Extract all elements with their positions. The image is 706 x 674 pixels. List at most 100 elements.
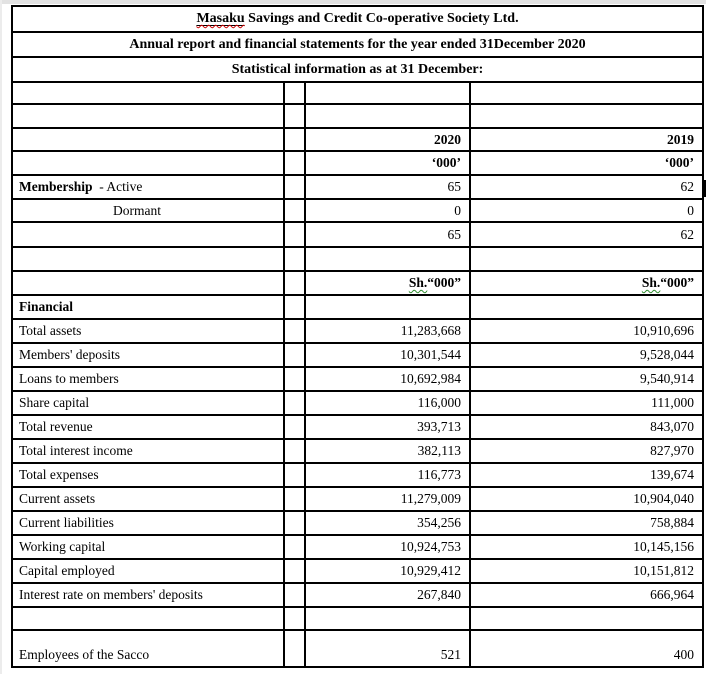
empty-cell <box>283 414 306 440</box>
empty-cell <box>11 606 285 631</box>
table-row: Employees of the Sacco 521 400 <box>11 629 705 668</box>
table-row: Working capital 10,924,753 10,145,156 <box>11 534 705 560</box>
value-2020: 10,929,412 <box>304 558 471 584</box>
currency-header-2020: Sh.“000” <box>304 270 471 296</box>
value-2019: 0 <box>468 198 705 223</box>
row-label-employees: Employees of the Sacco <box>11 629 285 668</box>
value-2019: 843,070 <box>468 414 705 440</box>
empty-cell <box>304 294 471 320</box>
units-header-2019: ‘000’ <box>468 150 705 176</box>
empty-cell <box>283 294 306 320</box>
value-2020: 11,283,668 <box>304 318 471 344</box>
table-row <box>11 606 705 631</box>
empty-cell <box>283 438 306 464</box>
value-2020: 65 <box>304 174 471 200</box>
empty-cell <box>468 294 705 320</box>
value-2019: 10,904,040 <box>468 486 705 512</box>
value-2019: 9,540,914 <box>468 366 705 392</box>
table-row: ‘000’ ‘000’ <box>11 150 705 176</box>
change-bar-marker <box>702 180 706 197</box>
document-title: Masaku Savings and Credit Co-operative S… <box>10 5 705 33</box>
row-label-membership-active: Membership - Active <box>11 174 285 200</box>
empty-cell <box>283 174 306 200</box>
value-2020: 10,692,984 <box>304 366 471 392</box>
empty-cell <box>283 558 306 584</box>
value-2020: 10,924,753 <box>304 534 471 560</box>
table-row: Total interest income 382,113 827,970 <box>11 438 705 464</box>
table-row <box>11 103 705 129</box>
report-subtitle: Annual report and financial statements f… <box>10 31 705 58</box>
row-label: Current assets <box>11 486 285 512</box>
value-2019: 111,000 <box>468 390 705 416</box>
row-label-membership-dormant: Dormant <box>11 198 285 223</box>
table-row: Masaku Savings and Credit Co-operative S… <box>10 5 705 33</box>
empty-cell <box>283 366 306 392</box>
section-label-financial: Financial <box>11 294 285 320</box>
value-2020: 382,113 <box>304 438 471 464</box>
table-row <box>11 246 705 272</box>
empty-cell <box>283 270 306 296</box>
table-row: Current liabilities 354,256 758,884 <box>11 510 705 536</box>
row-label: Working capital <box>11 534 285 560</box>
row-label: Loans to members <box>11 366 285 392</box>
row-label: Capital employed <box>11 558 285 584</box>
value-2020: 521 <box>304 629 471 668</box>
empty-cell <box>283 127 306 152</box>
page-left-margin <box>0 0 2 674</box>
table-row: Annual report and financial statements f… <box>10 31 705 58</box>
empty-cell <box>468 81 705 105</box>
value-2020: 354,256 <box>304 510 471 536</box>
value-2019: 62 <box>468 174 705 200</box>
empty-cell <box>283 629 306 668</box>
empty-cell <box>283 221 306 248</box>
section-heading: Statistical information as at 31 Decembe… <box>10 56 705 83</box>
table-row: Membership - Active 65 62 <box>11 174 705 200</box>
empty-cell <box>11 127 285 152</box>
value-2020: 393,713 <box>304 414 471 440</box>
row-label: Members' deposits <box>11 342 285 368</box>
value-2020: 116,773 <box>304 462 471 488</box>
empty-cell <box>283 198 306 223</box>
empty-cell <box>468 606 705 631</box>
table-row: 65 62 <box>11 221 705 248</box>
value-2019: 9,528,044 <box>468 342 705 368</box>
table-row: Total expenses 116,773 139,674 <box>11 462 705 488</box>
statistical-information-table: Masaku Savings and Credit Co-operative S… <box>10 5 705 668</box>
table-row <box>11 81 705 105</box>
misspelled-word: Masaku <box>196 11 245 26</box>
value-2019: 139,674 <box>468 462 705 488</box>
table-row: Total revenue 393,713 843,070 <box>11 414 705 440</box>
column-header-2019: 2019 <box>468 127 705 152</box>
value-2019: 666,964 <box>468 582 705 608</box>
empty-cell <box>283 81 306 105</box>
empty-cell <box>283 510 306 536</box>
table-row: Loans to members 10,692,984 9,540,914 <box>11 366 705 392</box>
empty-cell <box>11 103 285 129</box>
value-2019: 827,970 <box>468 438 705 464</box>
empty-cell <box>283 462 306 488</box>
value-2020: 267,840 <box>304 582 471 608</box>
empty-cell <box>283 582 306 608</box>
value-2019: 62 <box>468 221 705 248</box>
empty-cell <box>11 150 285 176</box>
value-2020: 65 <box>304 221 471 248</box>
column-header-2020: 2020 <box>304 127 471 152</box>
units-header-2020: ‘000’ <box>304 150 471 176</box>
row-label: Total expenses <box>11 462 285 488</box>
empty-cell <box>283 150 306 176</box>
empty-cell <box>283 318 306 344</box>
table-row: Total assets 11,283,668 10,910,696 <box>11 318 705 344</box>
table-row: Share capital 116,000 111,000 <box>11 390 705 416</box>
empty-cell <box>304 81 471 105</box>
value-2019: 10,151,812 <box>468 558 705 584</box>
empty-cell <box>283 534 306 560</box>
value-2019: 400 <box>468 629 705 668</box>
empty-cell <box>283 486 306 512</box>
row-label: Total interest income <box>11 438 285 464</box>
empty-cell <box>304 246 471 272</box>
table-row: Interest rate on members' deposits 267,8… <box>11 582 705 608</box>
value-2019: 10,145,156 <box>468 534 705 560</box>
row-label: Current liabilities <box>11 510 285 536</box>
empty-cell <box>11 270 285 296</box>
page-margin-strip <box>0 0 706 4</box>
